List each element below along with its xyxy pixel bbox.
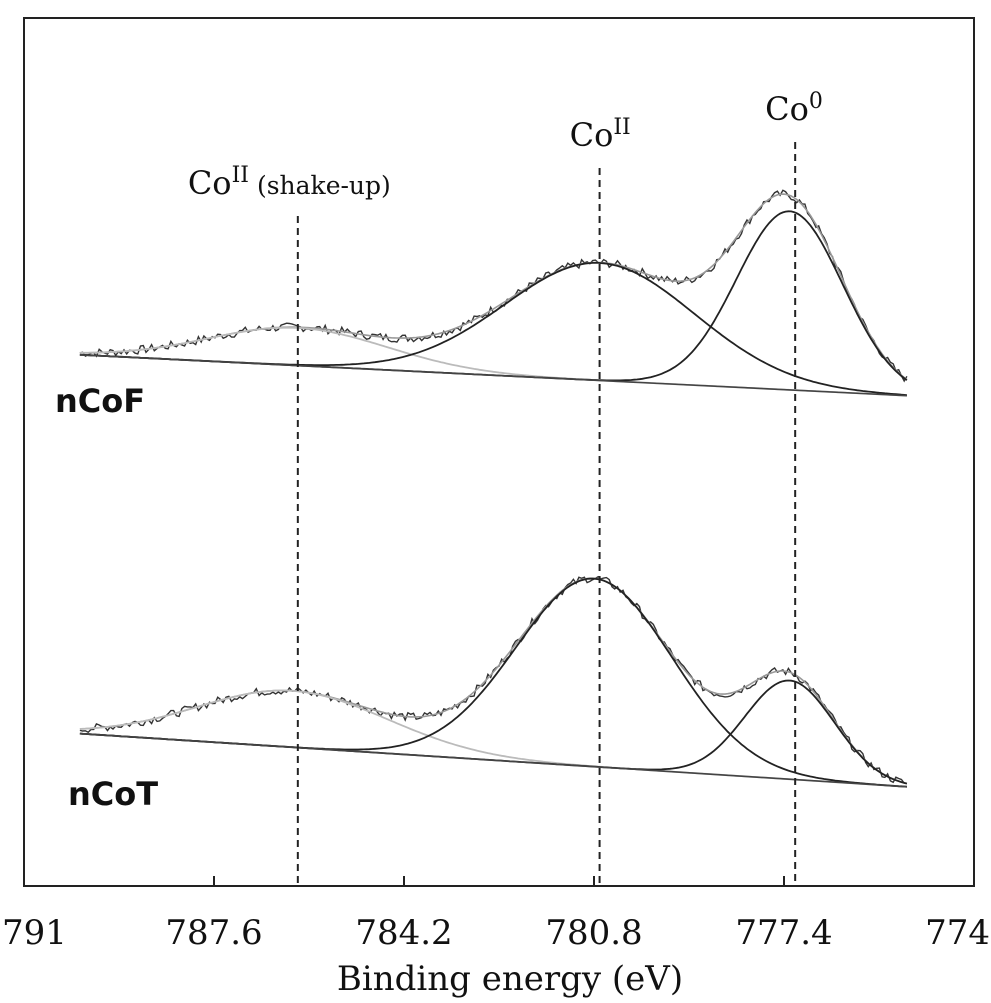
peak-marker-label: CoII — [570, 115, 631, 154]
x-tick-label: 784.2 — [355, 913, 452, 953]
panel-label-ncot: nCoT — [68, 775, 158, 813]
fit-envelope — [79, 193, 908, 381]
x-tick-label: 787.6 — [165, 913, 262, 953]
peak-marker-label: CoII (shake-up) — [188, 163, 391, 202]
peak-marker-label: Co0 — [765, 89, 823, 128]
fit-component — [79, 689, 907, 788]
fit-component — [79, 577, 907, 788]
x-tick-label: 777.4 — [735, 913, 832, 953]
panel-label-ncof: nCoF — [55, 382, 145, 420]
x-tick-label: 791 — [2, 913, 67, 953]
plot-frame — [23, 17, 975, 887]
background-line — [79, 354, 907, 397]
background-line — [79, 732, 907, 788]
fit-component — [79, 210, 908, 382]
x-tick-label: 780.8 — [545, 913, 642, 953]
x-axis-ticks: 791 787.6 784.2 780.8 777.4 774 — [2, 876, 990, 953]
raw-spectrum — [79, 189, 908, 383]
raw-spectrum — [79, 575, 907, 784]
x-tick-label: 774 — [925, 913, 990, 953]
traces-layer — [79, 189, 908, 788]
peak-markers-layer: CoII (shake-up) CoII Co0 — [188, 89, 823, 886]
x-axis-title: Binding energy (eV) — [337, 959, 683, 999]
